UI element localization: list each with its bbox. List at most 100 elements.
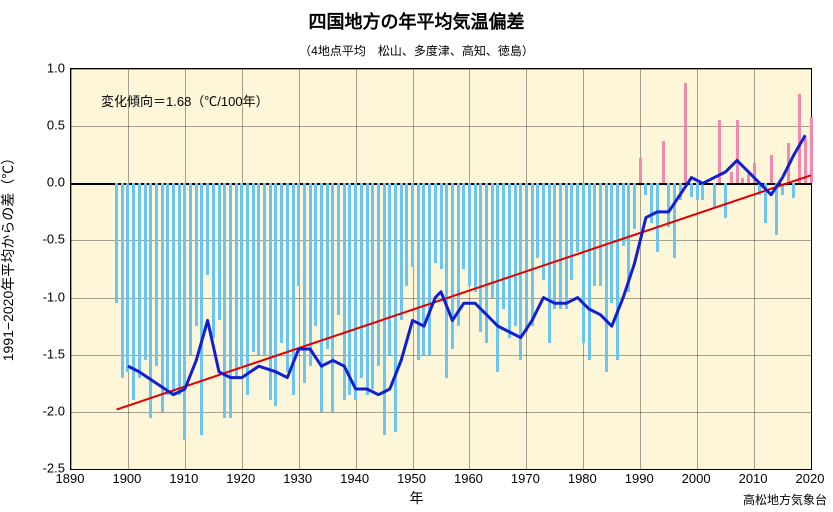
bar bbox=[269, 183, 272, 400]
bar bbox=[411, 183, 414, 266]
bar bbox=[622, 183, 625, 246]
bar bbox=[679, 183, 682, 200]
bar bbox=[126, 183, 129, 372]
bar bbox=[684, 83, 687, 184]
bar bbox=[161, 183, 164, 412]
bar bbox=[474, 183, 477, 292]
y-tick-label: -1.5 bbox=[43, 346, 65, 361]
bar bbox=[263, 183, 266, 354]
bar bbox=[405, 183, 408, 286]
x-tick-label: 1980 bbox=[568, 471, 597, 486]
bar bbox=[633, 183, 636, 229]
bar bbox=[804, 138, 807, 184]
bar bbox=[286, 183, 289, 372]
bar bbox=[536, 183, 539, 257]
bar bbox=[257, 183, 260, 354]
x-tick-label: 2010 bbox=[739, 471, 768, 486]
bar bbox=[576, 183, 579, 252]
bar bbox=[428, 183, 431, 354]
bar bbox=[212, 183, 215, 337]
bar bbox=[696, 183, 699, 200]
bar bbox=[485, 183, 488, 343]
bar bbox=[223, 183, 226, 417]
bar bbox=[337, 183, 340, 314]
bar bbox=[673, 183, 676, 257]
y-axis-label: 1991−2020年平均からの差（℃） bbox=[0, 151, 18, 361]
bar bbox=[570, 183, 573, 280]
bar bbox=[502, 183, 505, 309]
bar bbox=[235, 183, 238, 377]
bar bbox=[440, 183, 443, 269]
bar bbox=[200, 183, 203, 434]
bar bbox=[730, 172, 733, 183]
bar bbox=[320, 183, 323, 412]
x-tick-label: 1920 bbox=[226, 471, 255, 486]
bar bbox=[451, 183, 454, 349]
bar bbox=[605, 183, 608, 372]
bar bbox=[309, 183, 312, 366]
bar bbox=[115, 183, 118, 303]
bar bbox=[183, 183, 186, 440]
gridline-h bbox=[71, 126, 811, 127]
bar bbox=[417, 183, 420, 360]
bar bbox=[724, 183, 727, 217]
bar bbox=[195, 183, 198, 326]
bar bbox=[149, 183, 152, 417]
bar bbox=[496, 183, 499, 372]
bar bbox=[144, 183, 147, 360]
bar bbox=[525, 183, 528, 332]
x-tick-label: 1930 bbox=[283, 471, 312, 486]
bar bbox=[326, 183, 329, 349]
attribution: 高松地方気象台 bbox=[743, 491, 827, 508]
x-tick-label: 1950 bbox=[397, 471, 426, 486]
bar bbox=[559, 183, 562, 309]
bar bbox=[280, 183, 283, 343]
bar bbox=[155, 183, 158, 366]
y-tick-label: 0.0 bbox=[47, 175, 65, 190]
x-tick-label: 1970 bbox=[511, 471, 540, 486]
bar bbox=[166, 183, 169, 394]
bar bbox=[599, 183, 602, 286]
chart-title: 四国地方の年平均気温偏差 bbox=[0, 8, 833, 34]
bar bbox=[297, 183, 300, 286]
bar bbox=[519, 183, 522, 360]
bar bbox=[366, 183, 369, 394]
bar bbox=[798, 94, 801, 183]
chart-subtitle: （4地点平均 松山、多度津、高知、徳島） bbox=[0, 42, 833, 59]
bar bbox=[388, 183, 391, 354]
bar bbox=[240, 183, 243, 366]
bar bbox=[457, 183, 460, 326]
y-tick-label: -1.0 bbox=[43, 289, 65, 304]
plot-area: 変化傾向＝1.68（℃/100年） bbox=[70, 68, 812, 470]
bar bbox=[371, 183, 374, 389]
bar bbox=[343, 183, 346, 400]
bar bbox=[246, 183, 249, 394]
bar bbox=[787, 143, 790, 183]
bar bbox=[610, 183, 613, 303]
gridline-v bbox=[71, 69, 72, 469]
bar bbox=[132, 183, 135, 400]
y-tick-label: -2.0 bbox=[43, 403, 65, 418]
bar bbox=[229, 183, 232, 417]
bar bbox=[377, 183, 380, 366]
bar bbox=[644, 183, 647, 194]
bar bbox=[753, 163, 756, 184]
bar bbox=[713, 183, 716, 208]
x-tick-label: 1890 bbox=[56, 471, 85, 486]
bar bbox=[252, 183, 255, 352]
bar bbox=[531, 183, 534, 326]
bar bbox=[616, 183, 619, 360]
bar bbox=[639, 158, 642, 183]
bar bbox=[764, 183, 767, 223]
bar bbox=[434, 183, 437, 263]
bar bbox=[462, 183, 465, 269]
bar bbox=[331, 183, 334, 412]
x-tick-label: 1940 bbox=[340, 471, 369, 486]
chart-container: 四国地方の年平均気温偏差 （4地点平均 松山、多度津、高知、徳島） 1991−2… bbox=[0, 0, 833, 512]
bar bbox=[718, 120, 721, 183]
bar bbox=[810, 117, 813, 183]
bar bbox=[770, 155, 773, 184]
bar bbox=[741, 178, 744, 184]
y-tick-label: 0.5 bbox=[47, 118, 65, 133]
bar bbox=[758, 183, 761, 194]
